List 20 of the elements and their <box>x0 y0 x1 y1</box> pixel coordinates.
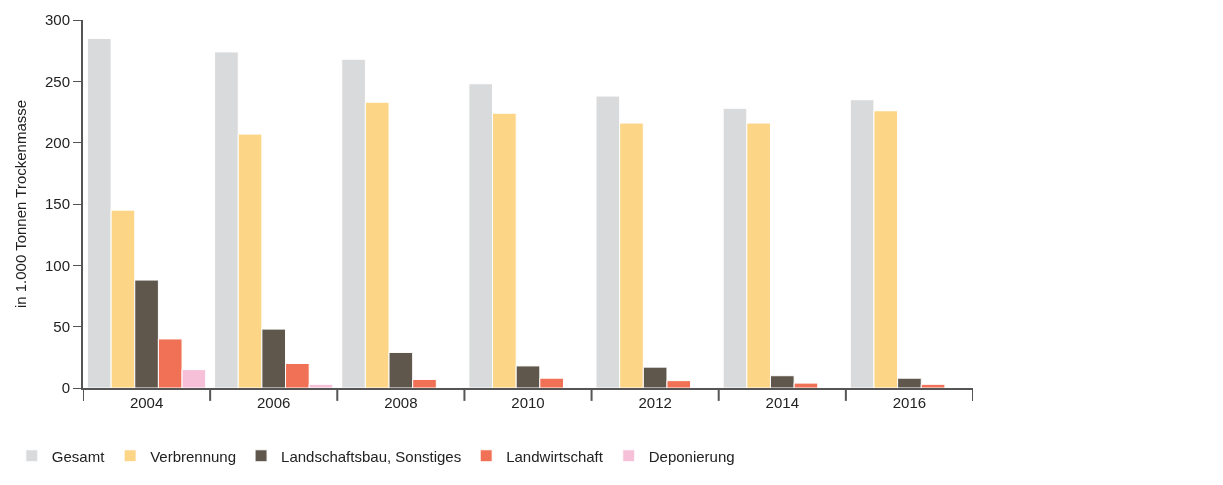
legend-label: Verbrennung <box>150 447 237 465</box>
legend-label: Landwirtschaft <box>506 447 604 465</box>
x-tick-label: 2006 <box>257 394 291 411</box>
y-tick-label: 150 <box>44 195 70 213</box>
y-axis-title: in 1.000 Tonnen Trockenmasse <box>11 99 29 309</box>
legend-label: Gesamt <box>51 447 106 465</box>
y-tick-label: 250 <box>44 72 70 90</box>
y-tick-label: 100 <box>44 256 70 274</box>
legend-label: Deponierung <box>648 447 735 465</box>
y-tick-label: 300 <box>44 11 70 29</box>
x-tick-label: 2010 <box>511 394 545 411</box>
y-tick-label: 0 <box>61 379 70 397</box>
y-tick-label: 50 <box>53 317 70 335</box>
x-tick-label: 2012 <box>638 394 672 411</box>
x-tick-label: 2014 <box>765 394 799 411</box>
x-tick-label: 2004 <box>129 394 164 411</box>
x-tick-label: 2016 <box>892 394 927 411</box>
legend-label: Landschaftsbau, Sonstiges <box>281 447 462 465</box>
x-tick-label: 2008 <box>384 394 418 411</box>
y-tick-label: 200 <box>44 133 70 151</box>
